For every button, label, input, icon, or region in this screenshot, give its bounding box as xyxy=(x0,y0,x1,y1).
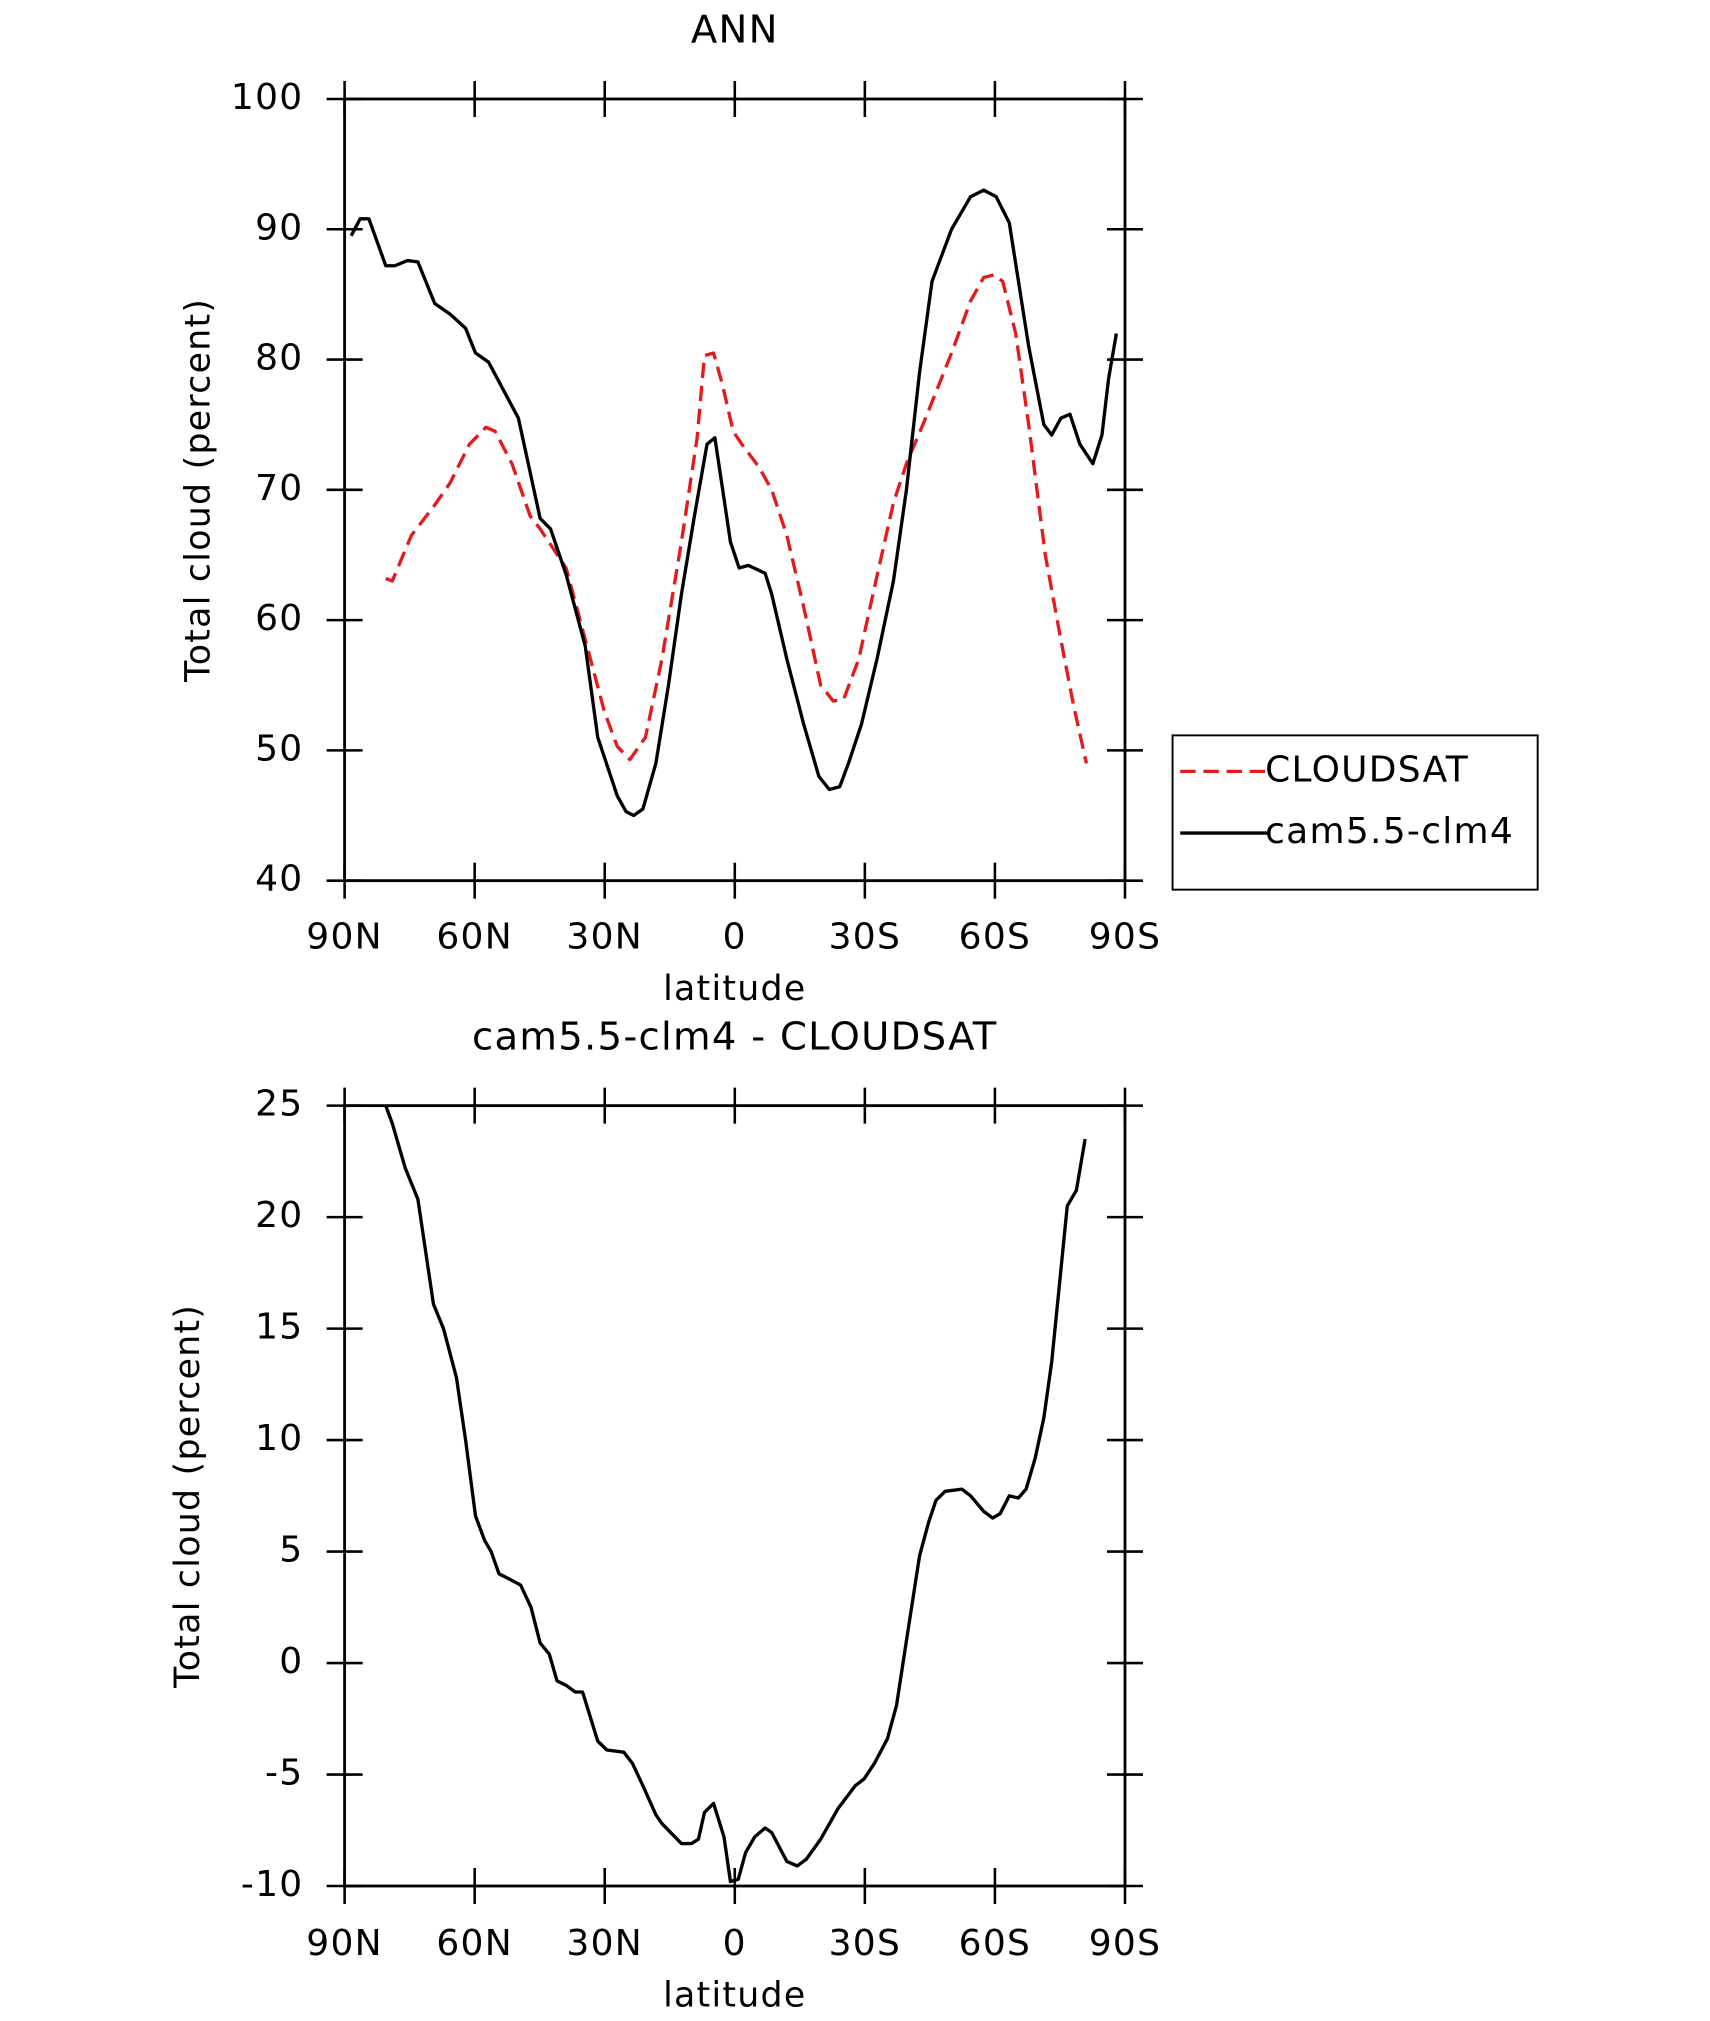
x-tick-label: 0 xyxy=(723,917,747,958)
y-axis-label: Total cloud (percent) xyxy=(168,1304,208,1689)
x-tick-label: 90S xyxy=(1089,1923,1162,1964)
y-tick-label: 5 xyxy=(279,1530,303,1571)
legend-box xyxy=(1171,734,1539,891)
chart-title: ANN xyxy=(691,8,779,53)
x-tick-label: 30N xyxy=(566,917,643,958)
x-tick-label: 60S xyxy=(959,917,1032,958)
x-tick-label: 60N xyxy=(436,1923,513,1964)
y-tick-label: 80 xyxy=(255,338,303,379)
x-tick-label: 90N xyxy=(306,1923,383,1964)
y-tick-label: 15 xyxy=(255,1307,303,1348)
y-tick-label: 90 xyxy=(255,207,303,248)
y-tick-label: 100 xyxy=(231,77,304,118)
data-line xyxy=(385,273,1089,764)
x-tick-label: 0 xyxy=(723,1923,747,1964)
y-tick-label: 20 xyxy=(255,1195,303,1236)
y-tick-label: -5 xyxy=(265,1753,303,1794)
legend-label: cam5.5-clm4 xyxy=(1265,811,1514,852)
y-axis-label: Total cloud (percent) xyxy=(178,298,218,683)
y-tick-label: 60 xyxy=(255,598,303,639)
legend-label: CLOUDSAT xyxy=(1265,749,1469,790)
plot-frame xyxy=(343,97,1127,883)
x-axis-label: latitude xyxy=(663,969,806,1009)
x-tick-label: 30S xyxy=(829,1923,902,1964)
y-tick-label: 10 xyxy=(255,1418,303,1459)
x-tick-label: 60N xyxy=(436,917,513,958)
x-tick-label: 60S xyxy=(959,1923,1032,1964)
y-tick-label: 40 xyxy=(255,859,303,900)
data-line xyxy=(349,188,1119,818)
y-tick-label: -10 xyxy=(241,1864,304,1905)
x-axis-label: latitude xyxy=(663,1976,806,2016)
y-tick-label: 70 xyxy=(255,468,303,509)
y-tick-label: 25 xyxy=(255,1084,303,1125)
y-tick-label: 50 xyxy=(255,728,303,769)
x-tick-label: 30N xyxy=(566,1923,643,1964)
x-tick-label: 30S xyxy=(829,917,902,958)
data-line xyxy=(384,1105,1087,1884)
x-tick-label: 90N xyxy=(306,917,383,958)
y-tick-label: 0 xyxy=(279,1641,303,1682)
chart-title: cam5.5-clm4 - CLOUDSAT xyxy=(472,1014,998,1059)
x-tick-label: 90S xyxy=(1089,917,1162,958)
